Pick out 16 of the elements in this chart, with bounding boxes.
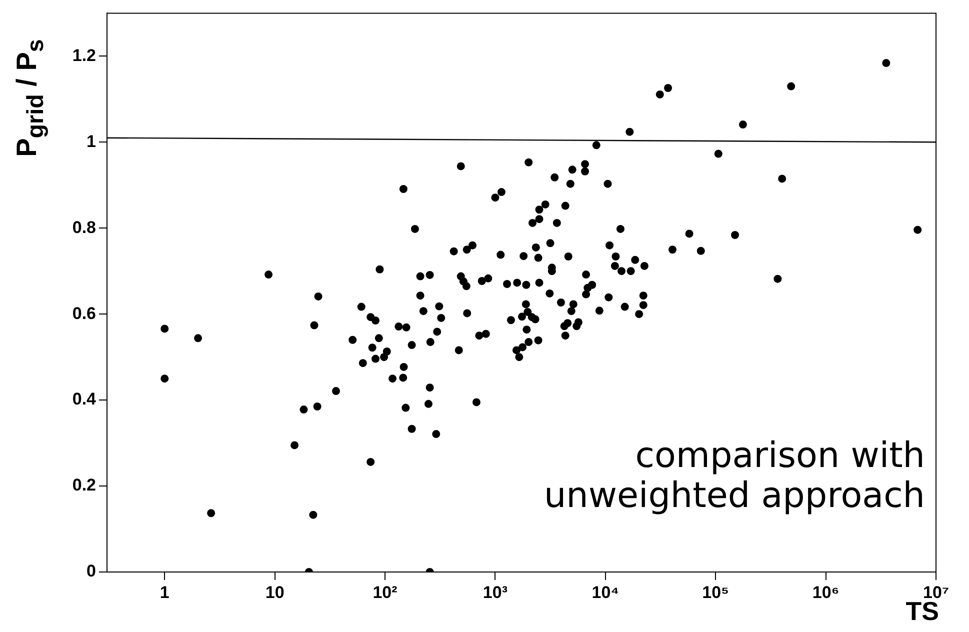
y-tick-label: 1.2 (72, 46, 96, 65)
x-tick-label: 10 (265, 582, 284, 602)
x-tick-label: 10² (372, 582, 398, 602)
y-tick-label: 1 (86, 132, 96, 151)
x-tick-label: 10⁶ (812, 582, 840, 602)
x-tick-label: 10⁴ (592, 582, 620, 602)
annotation: comparison with unweighted approach (542, 436, 925, 516)
x-tick-label: 10⁵ (702, 582, 730, 602)
x-tick-label: 10³ (482, 582, 508, 602)
y-tick-label: 0.8 (72, 218, 96, 237)
y-tick-label: 0.4 (72, 390, 97, 409)
y-tick-label: 0 (86, 562, 96, 581)
x-tick-label: 10⁷ (923, 582, 949, 602)
y-tick-label: 0.6 (72, 304, 96, 323)
x-tick-label: 1 (160, 582, 170, 602)
y-tick-label: 0.2 (72, 476, 96, 495)
